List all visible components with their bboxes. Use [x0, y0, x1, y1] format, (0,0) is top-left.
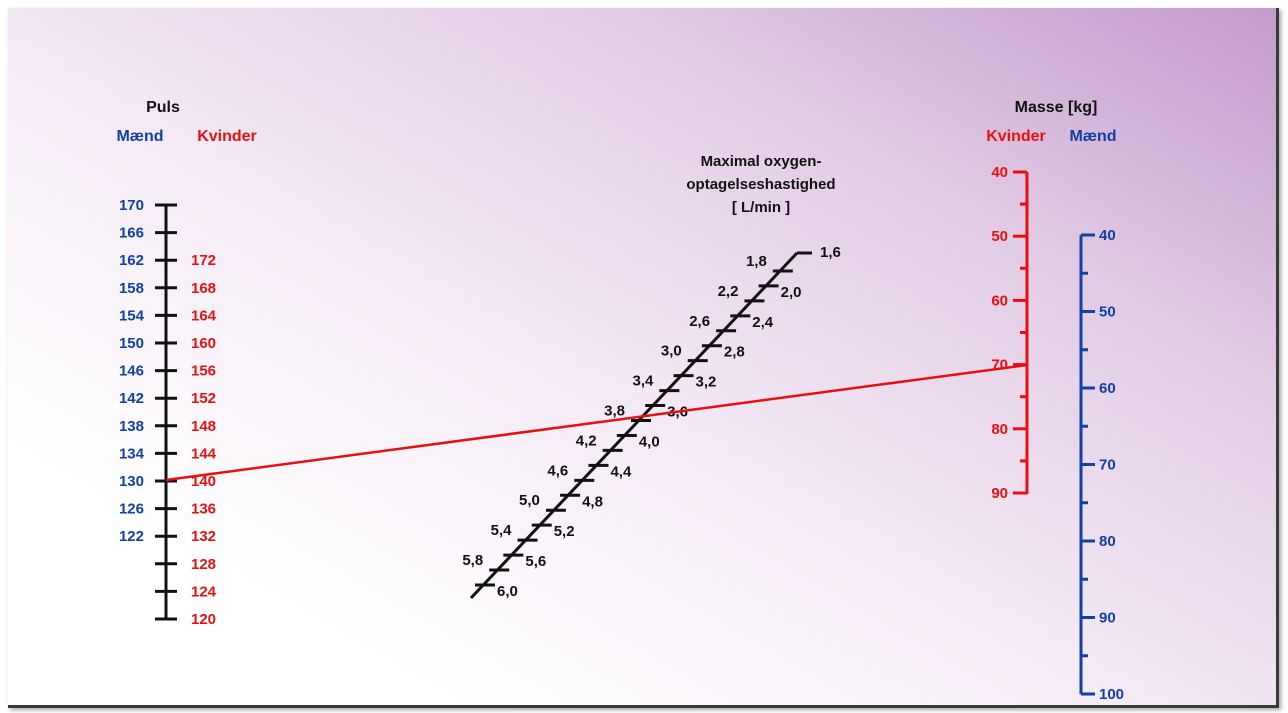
- mass-men-ticks: [1081, 233, 1095, 696]
- pulse-men-tick-label: 126: [119, 501, 144, 518]
- mass-men-tick-label: 40: [1099, 227, 1116, 244]
- pulse-men-tick-label: 122: [119, 528, 144, 545]
- vo2-tick-label: 1,6: [820, 244, 841, 261]
- vo2-tick-label: 3,4: [633, 373, 655, 390]
- vo2-tick-label: 5,8: [462, 552, 483, 569]
- pulse-men-tick-label: 162: [119, 252, 144, 269]
- pulse-women-tick-label: 132: [191, 528, 216, 545]
- vo2-tick-label: 2,0: [781, 284, 802, 301]
- mass-men-tick-label: 100: [1099, 686, 1124, 703]
- pulse-women-tick-label: 148: [191, 418, 216, 435]
- pulse-men-tick-label: 154: [119, 307, 145, 324]
- vo2-title-line2: optagelseshastighed: [686, 176, 835, 193]
- mass-men-tick-label: 70: [1099, 457, 1116, 474]
- vo2-tick-label: 5,0: [519, 492, 540, 509]
- mass-women-tick-label: 70: [991, 357, 1008, 374]
- mass-men-tick-label: 90: [1099, 610, 1116, 627]
- mass-men-tick-label: 50: [1099, 304, 1116, 321]
- vo2-tick-label: 2,6: [689, 313, 710, 330]
- mass-men-tick-label: 80: [1099, 533, 1116, 550]
- vo2-scale: Maximal oxygen- optagelseshastighed [ L/…: [462, 153, 841, 600]
- pulse-men-tick-label: 170: [119, 197, 144, 214]
- pulse-women-tick-label: 172: [191, 252, 216, 269]
- pulse-ticks: [155, 203, 177, 621]
- pulse-men-tick-label: 134: [119, 445, 145, 462]
- pulse-women-label: Kvinder: [197, 128, 257, 145]
- vo2-tick-label: 3,0: [661, 343, 682, 360]
- pulse-men-tick-label: 146: [119, 363, 144, 380]
- vo2-tick-label: 4,6: [547, 462, 568, 479]
- pulse-women-tick-label: 140: [191, 473, 216, 490]
- reading-line: [165, 363, 1028, 482]
- vo2-tick-label: 4,4: [610, 463, 632, 480]
- pulse-men-tick-label: 130: [119, 473, 144, 490]
- vo2-title-line3: [ L/min ]: [732, 199, 790, 216]
- pulse-women-tick-label: 144: [191, 445, 217, 462]
- mass-title: Masse [kg]: [1015, 99, 1098, 116]
- vo2-tick-label: 5,2: [554, 523, 575, 540]
- vo2-tick-labels: 1,61,82,02,22,42,62,83,03,23,43,63,84,04…: [462, 244, 841, 600]
- vo2-tick-label: 4,2: [576, 432, 597, 449]
- vo2-tick-label: 4,8: [582, 493, 603, 510]
- mass-women-tick-label: 90: [991, 485, 1008, 502]
- pulse-title: Puls: [146, 99, 180, 116]
- vo2-tick-label: 5,6: [525, 553, 546, 570]
- pulse-women-tick-label: 156: [191, 363, 216, 380]
- mass-women-tick-label: 50: [991, 228, 1008, 245]
- pulse-men-tick-label: 166: [119, 225, 144, 242]
- pulse-women-tick-label: 128: [191, 556, 216, 573]
- pulse-women-tick-label: 124: [191, 583, 217, 600]
- vo2-tick-label: 2,2: [718, 283, 739, 300]
- vo2-tick-label: 1,8: [746, 253, 767, 270]
- vo2-tick-label: 3,8: [604, 403, 625, 420]
- mass-women-tick-labels: 40 50 60 70 80 90: [991, 164, 1008, 502]
- mass-women-tick-label: 80: [991, 421, 1008, 438]
- vo2-tick-label: 2,8: [724, 344, 745, 361]
- vo2-ticks: [475, 269, 793, 587]
- pulse-women-tick-label: 164: [191, 307, 217, 324]
- mass-women-ticks: [1013, 170, 1027, 495]
- mass-men-tick-labels: 40 50 60 70 80 90 100: [1099, 227, 1124, 703]
- pulse-women-tick-label: 152: [191, 390, 216, 407]
- pulse-women-tick-label: 160: [191, 335, 216, 352]
- pulse-men-tick-labels: 170 166 162 158 154 150 146 142 138 134 130 126 122: [119, 197, 145, 545]
- pulse-women-tick-label: 136: [191, 501, 216, 518]
- mass-men-label: Mænd: [1069, 128, 1116, 145]
- vo2-tick-label: 3,2: [696, 374, 717, 391]
- vo2-tick-label: 2,4: [752, 314, 774, 331]
- pulse-men-tick-label: 138: [119, 418, 144, 435]
- pulse-men-tick-label: 150: [119, 335, 144, 352]
- pulse-women-tick-label: 168: [191, 280, 216, 297]
- pulse-men-label: Mænd: [116, 128, 163, 145]
- vo2-axis: [469, 251, 799, 600]
- mass-women-tick-label: 40: [991, 164, 1008, 181]
- slide-background: [8, 8, 1279, 708]
- mass-women-label: Kvinder: [986, 128, 1046, 145]
- vo2-tick-label: 4,0: [639, 433, 660, 450]
- mass-men-tick-label: 60: [1099, 380, 1116, 397]
- vo2-title-line1: Maximal oxygen-: [701, 153, 822, 170]
- vo2-tick-label: 6,0: [497, 583, 518, 600]
- pulse-women-tick-label: 120: [191, 611, 216, 628]
- pulse-men-tick-label: 142: [119, 390, 144, 407]
- pulse-men-tick-label: 158: [119, 280, 144, 297]
- pulse-scale: Puls Mænd Kvinder 1701661621581541501461…: [116, 99, 256, 628]
- pulse-women-tick-labels: 172 168 164 160 156 152 148 144 140 136 132 128 124 1…: [191, 252, 217, 628]
- mass-women-tick-label: 60: [991, 292, 1008, 309]
- mass-scale: Masse [kg] Kvinder Mænd 40 50 60 70 80 90 40 5…: [986, 99, 1124, 703]
- vo2-tick-label: 5,4: [491, 522, 513, 539]
